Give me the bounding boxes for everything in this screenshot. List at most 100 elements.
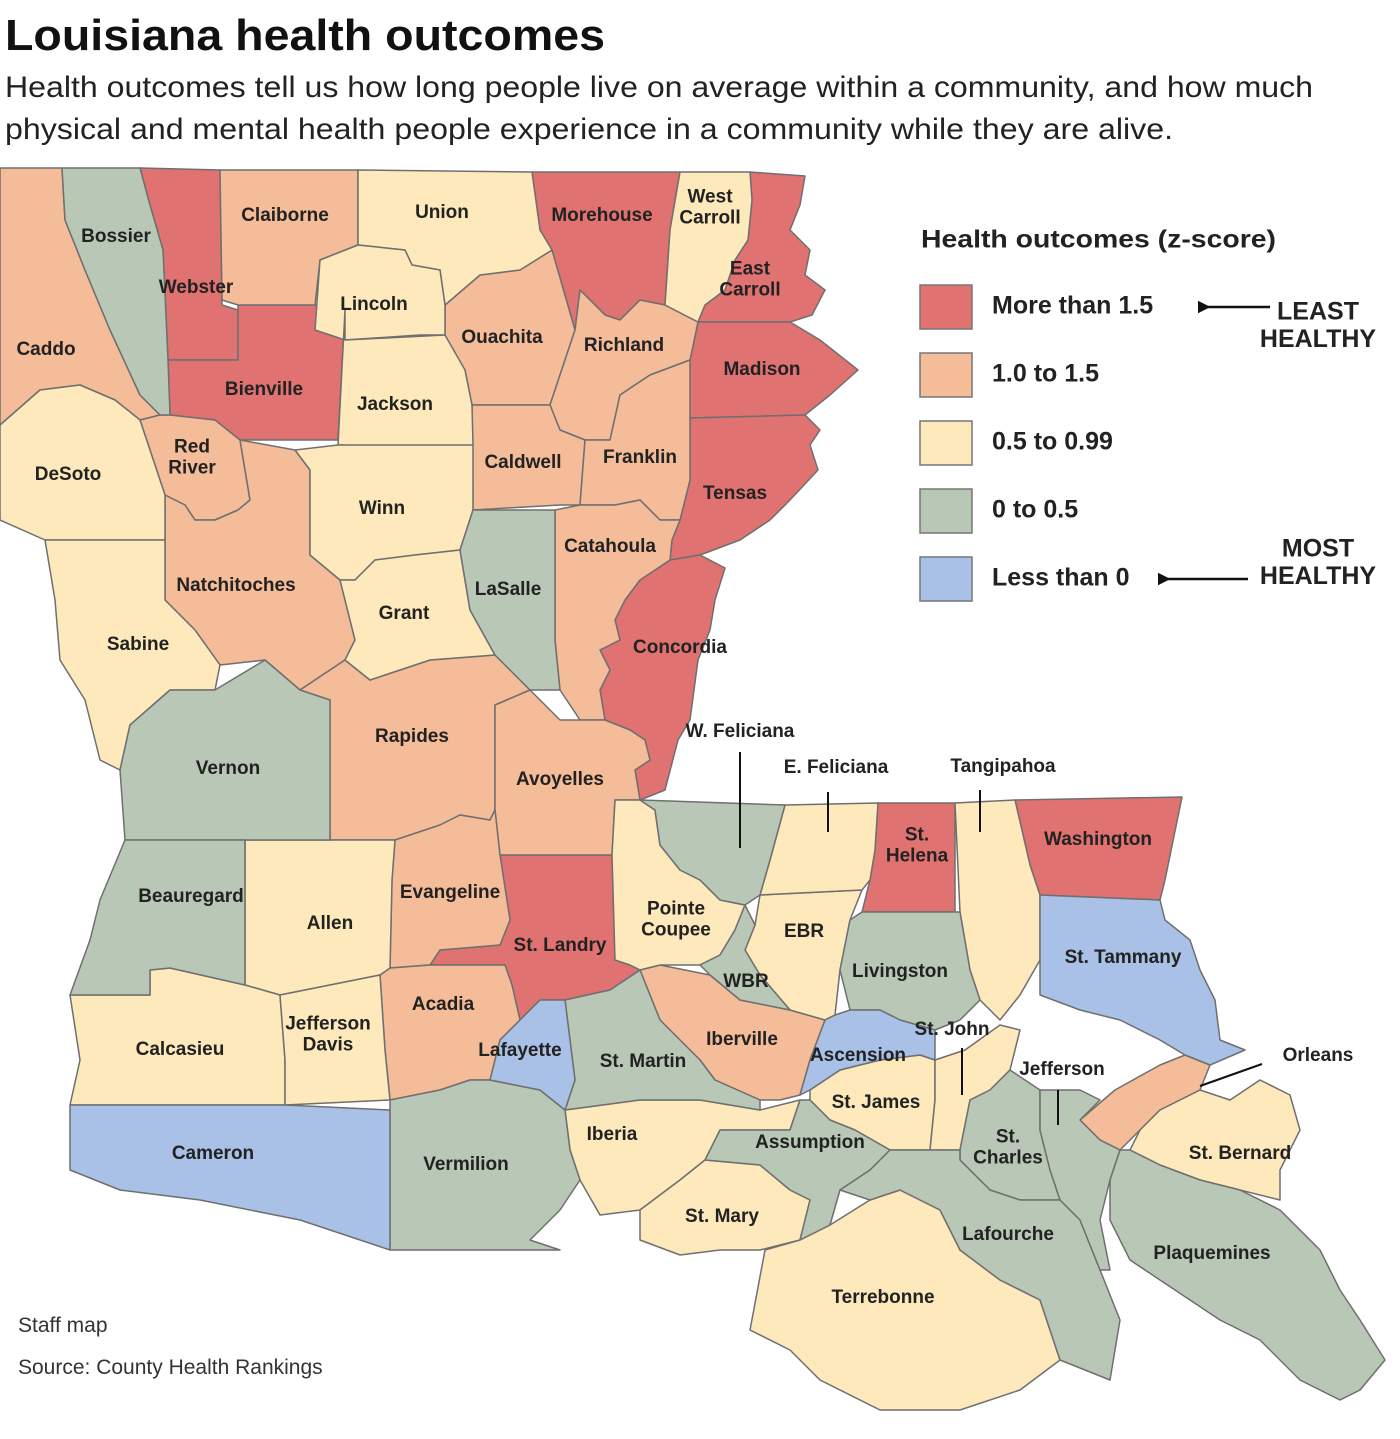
parish-label: Bienville	[225, 379, 303, 400]
parish-label: Franklin	[603, 447, 677, 468]
parish-label: E. Feliciana	[784, 757, 889, 778]
parish-label: St. John	[915, 1019, 990, 1040]
parish	[664, 171, 753, 323]
parish-label: Jackson	[357, 394, 433, 415]
parish-label: Jefferson	[1019, 1059, 1105, 1080]
legend: More than 1.5 1.0 to 1.5 0.5 to 0.99 0 to 0…	[919, 284, 1377, 602]
parish-label: Iberia	[587, 1124, 638, 1145]
legend-swatch	[919, 488, 973, 534]
parish	[699, 904, 791, 1011]
parish-label: Tensas	[703, 483, 767, 504]
legend-note: LEAST HEALTHY	[1260, 297, 1377, 353]
parish-label: Richland	[584, 335, 664, 356]
parish	[389, 1079, 581, 1251]
parish-label: St. James	[832, 1092, 921, 1113]
source: Source: County Health Rankings	[18, 1356, 323, 1379]
parish-label: Iberville	[706, 1029, 778, 1050]
parish-label: W. Feliciana	[686, 721, 795, 742]
parish-label: Caddo	[16, 339, 75, 360]
parish-label: Pointe Coupee	[641, 899, 711, 941]
parish-label: Washington	[1044, 829, 1152, 850]
legend-label: 0.5 to 0.99	[992, 428, 1113, 456]
label-layer: Webster Morehouse East Carroll Bienville Madi…	[16, 187, 1353, 1308]
parish	[69, 1104, 391, 1251]
legend-swatch	[919, 284, 973, 330]
parish-label: Claiborne	[241, 205, 329, 226]
parish-label: DeSoto	[35, 464, 102, 485]
parish-label: Winn	[359, 498, 405, 519]
subtitle-line: physical and mental health people experi…	[5, 113, 1173, 146]
credit: Staff map	[18, 1314, 108, 1337]
parish-label: Terrebonne	[831, 1287, 934, 1308]
parish-label: Concordia	[633, 637, 727, 658]
parish	[799, 1009, 936, 1096]
parish-label: Webster	[159, 277, 234, 298]
parish-label: Vermilion	[423, 1154, 509, 1175]
parish-label: Allen	[307, 913, 353, 934]
legend-label: Less than 0	[992, 564, 1130, 592]
parish	[119, 659, 331, 841]
parish-label: LaSalle	[475, 579, 542, 600]
parish-label: St. Bernard	[1189, 1143, 1291, 1164]
parish	[0, 384, 166, 541]
parish-label: East Carroll	[719, 259, 780, 301]
parish-label: St. Charles	[973, 1127, 1043, 1169]
parish-label: Avoyelles	[516, 769, 604, 790]
legend-label: 0 to 0.5	[992, 496, 1078, 524]
parish	[489, 999, 576, 1111]
parish-label: Caldwell	[484, 452, 561, 473]
parish-label: Union	[415, 202, 469, 223]
parish-label: Lafayette	[478, 1040, 561, 1061]
parish-label: St. Helena	[886, 825, 949, 867]
legend-swatch	[919, 420, 973, 466]
parish	[314, 244, 446, 341]
parish-label: Ascension	[810, 1045, 906, 1066]
parish	[1039, 894, 1246, 1066]
parish	[494, 689, 651, 856]
parish-label: EBR	[784, 921, 824, 942]
parish	[61, 167, 171, 416]
parish-label: Assumption	[755, 1132, 865, 1153]
parish-label: Evangeline	[400, 882, 500, 903]
parish-label: Orleans	[1283, 1045, 1354, 1066]
parish-label: Rapides	[375, 726, 449, 747]
legend-label: More than 1.5	[992, 292, 1153, 320]
legend-swatch	[919, 352, 973, 398]
legend-title: Health outcomes (z-score)	[921, 226, 1276, 254]
parish-label: Morehouse	[551, 205, 652, 226]
parish-label: Grant	[379, 603, 430, 624]
parish-label: Ouachita	[461, 327, 543, 348]
parish-label: Livingston	[852, 961, 948, 982]
parish-label: West Carroll	[679, 187, 740, 229]
parish-label: Lafourche	[962, 1224, 1054, 1245]
parish-label: WBR	[723, 971, 769, 992]
parish-label: Plaquemines	[1153, 1243, 1270, 1264]
parish	[459, 509, 561, 691]
parish-label: Acadia	[412, 994, 475, 1015]
parish-label: Natchitoches	[176, 575, 295, 596]
parish-label: Cameron	[172, 1143, 254, 1164]
title: Louisiana health outcomes	[5, 11, 605, 60]
parish	[1039, 1089, 1121, 1271]
parish-label: Beauregard	[138, 886, 244, 907]
parish-label: Tangipahoa	[950, 756, 1056, 777]
parish-label: St. Tammany	[1065, 947, 1182, 968]
parish-label: St. Martin	[600, 1051, 687, 1072]
parish-label: Red River	[168, 437, 216, 479]
parish-layer	[0, 167, 1386, 1411]
legend-swatch	[919, 556, 973, 602]
parish-label: Bossier	[81, 226, 151, 247]
parish-label: Lincoln	[340, 294, 408, 315]
parish	[279, 974, 391, 1106]
subtitle-line: Health outcomes tell us how long people …	[5, 71, 1313, 104]
parish-label: St. Landry	[514, 935, 607, 956]
leader-line	[1199, 1063, 1263, 1087]
parish-label: Calcasieu	[136, 1039, 225, 1060]
parish-label: St. Mary	[685, 1206, 759, 1227]
parish	[839, 1149, 1121, 1381]
parish	[69, 839, 246, 996]
parish-label: Vernon	[196, 758, 260, 779]
parish-label: Jefferson Davis	[285, 1014, 371, 1056]
legend-note: MOST HEALTHY	[1260, 534, 1377, 590]
